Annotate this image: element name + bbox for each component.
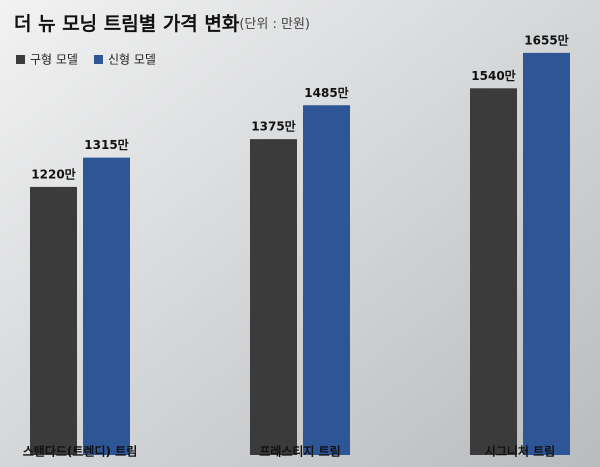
chart-title: 더 뉴 모닝 트림별 가격 변화(단위 : 만원) xyxy=(14,13,310,35)
x-tick-label: 스탠다드(트렌디) 트림 xyxy=(23,444,138,459)
bar xyxy=(83,157,130,456)
value-label: 1655만 xyxy=(524,32,568,47)
bar xyxy=(303,105,350,455)
legend-label: 구형 모델 xyxy=(30,53,78,67)
bar xyxy=(523,52,570,455)
bar xyxy=(30,186,77,455)
x-tick-label: 프레스티지 트림 xyxy=(259,444,340,459)
legend-label: 신형 모델 xyxy=(108,53,156,67)
subtitle: (단위 : 만원) xyxy=(239,17,310,32)
bar xyxy=(470,88,517,455)
legend-swatch xyxy=(93,55,103,64)
title-text: 더 뉴 모닝 트림별 가격 변화 xyxy=(14,13,240,35)
value-label: 1485만 xyxy=(304,85,348,100)
value-label: 1220만 xyxy=(31,166,75,181)
bar xyxy=(250,139,297,456)
value-label: 1540만 xyxy=(471,68,515,83)
x-tick-label: 시그니처 트림 xyxy=(485,444,555,459)
legend-swatch xyxy=(16,55,25,64)
value-label: 1315만 xyxy=(84,137,128,152)
value-label: 1375만 xyxy=(251,119,295,134)
